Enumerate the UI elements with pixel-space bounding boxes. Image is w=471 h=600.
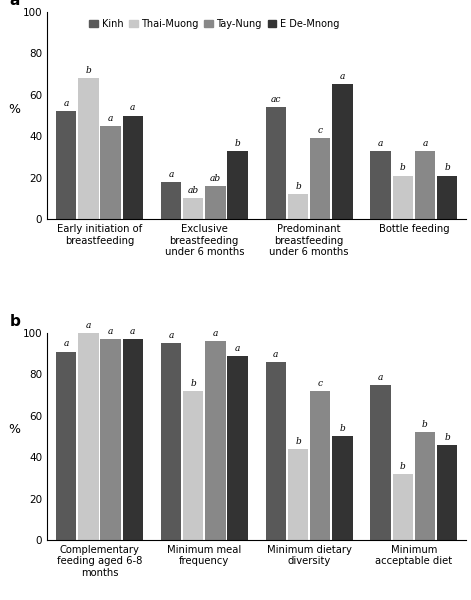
Text: b: b xyxy=(340,424,345,433)
Bar xyxy=(227,151,248,219)
Bar xyxy=(437,176,457,219)
Bar xyxy=(161,182,181,219)
Text: a: a xyxy=(130,103,136,112)
Bar xyxy=(415,151,435,219)
Bar xyxy=(288,194,308,219)
Bar xyxy=(370,151,391,219)
Text: b: b xyxy=(295,437,301,446)
Y-axis label: %: % xyxy=(8,424,20,436)
Text: a: a xyxy=(9,0,20,8)
Text: b: b xyxy=(444,433,450,442)
Text: ac: ac xyxy=(271,95,281,104)
Text: b: b xyxy=(9,314,20,329)
Bar xyxy=(183,199,203,219)
Bar xyxy=(332,85,353,219)
Text: a: a xyxy=(378,373,383,382)
Text: b: b xyxy=(235,139,240,148)
Bar xyxy=(183,391,203,540)
Legend: Kinh, Thai-Muong, Tay-Nung, E De-Mnong: Kinh, Thai-Muong, Tay-Nung, E De-Mnong xyxy=(86,15,343,32)
Bar xyxy=(437,445,457,540)
Bar xyxy=(393,176,413,219)
Text: a: a xyxy=(86,321,91,330)
Text: a: a xyxy=(213,329,218,338)
Text: b: b xyxy=(400,163,406,172)
Text: ab: ab xyxy=(210,174,221,183)
Text: b: b xyxy=(444,163,450,172)
Text: b: b xyxy=(400,461,406,470)
Bar xyxy=(205,341,226,540)
Text: a: a xyxy=(130,327,136,336)
Text: c: c xyxy=(317,379,323,388)
Bar xyxy=(310,391,330,540)
Text: a: a xyxy=(273,350,278,359)
Bar xyxy=(100,126,121,219)
Text: a: a xyxy=(422,139,428,148)
Text: a: a xyxy=(168,331,174,340)
Text: a: a xyxy=(378,139,383,148)
Bar xyxy=(56,112,76,219)
Bar xyxy=(161,343,181,540)
Text: c: c xyxy=(317,126,323,135)
Bar xyxy=(205,186,226,219)
Bar xyxy=(288,449,308,540)
Y-axis label: %: % xyxy=(8,103,20,116)
Bar xyxy=(78,78,98,219)
Text: a: a xyxy=(340,73,345,82)
Text: a: a xyxy=(64,99,69,108)
Bar xyxy=(393,474,413,540)
Bar xyxy=(56,352,76,540)
Bar xyxy=(266,362,286,540)
Bar xyxy=(100,339,121,540)
Text: a: a xyxy=(64,340,69,349)
Text: a: a xyxy=(168,170,174,179)
Bar xyxy=(122,339,143,540)
Text: a: a xyxy=(235,344,240,353)
Text: a: a xyxy=(108,114,113,123)
Text: b: b xyxy=(422,420,428,429)
Bar xyxy=(122,116,143,219)
Bar xyxy=(227,356,248,540)
Text: b: b xyxy=(190,379,196,388)
Bar xyxy=(332,436,353,540)
Text: ab: ab xyxy=(187,186,199,195)
Text: b: b xyxy=(86,66,91,75)
Text: a: a xyxy=(108,327,113,336)
Bar xyxy=(310,139,330,219)
Bar xyxy=(266,107,286,219)
Bar xyxy=(78,333,98,540)
Bar xyxy=(415,433,435,540)
Bar xyxy=(370,385,391,540)
Text: b: b xyxy=(295,182,301,191)
